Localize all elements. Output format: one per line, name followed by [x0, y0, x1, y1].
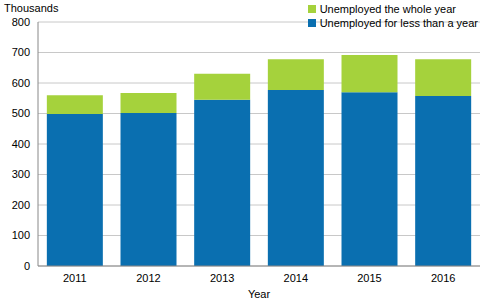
- svg-text:400: 400: [12, 138, 30, 150]
- svg-text:2011: 2011: [63, 272, 87, 284]
- svg-text:2013: 2013: [210, 272, 234, 284]
- svg-text:800: 800: [12, 16, 30, 28]
- svg-text:2015: 2015: [357, 272, 381, 284]
- html-text:Unemployed for less than a yea: Unemployed for less than a year: [319, 17, 478, 29]
- svg-text:2012: 2012: [136, 272, 160, 284]
- svg-text:Year: Year: [248, 288, 271, 300]
- svg-text:100: 100: [12, 229, 30, 241]
- svg-text:300: 300: [12, 168, 30, 180]
- svg-text:200: 200: [12, 199, 30, 211]
- html-text:Thousands: Thousands: [4, 2, 59, 14]
- html-text:Unemployed the whole year: Unemployed the whole year: [319, 3, 456, 15]
- svg-text:0: 0: [24, 260, 30, 272]
- svg-text:2014: 2014: [284, 272, 308, 284]
- svg-text:500: 500: [12, 107, 30, 119]
- svg-text:2016: 2016: [431, 272, 455, 284]
- svg-text:600: 600: [12, 77, 30, 89]
- svg-text:700: 700: [12, 46, 30, 58]
